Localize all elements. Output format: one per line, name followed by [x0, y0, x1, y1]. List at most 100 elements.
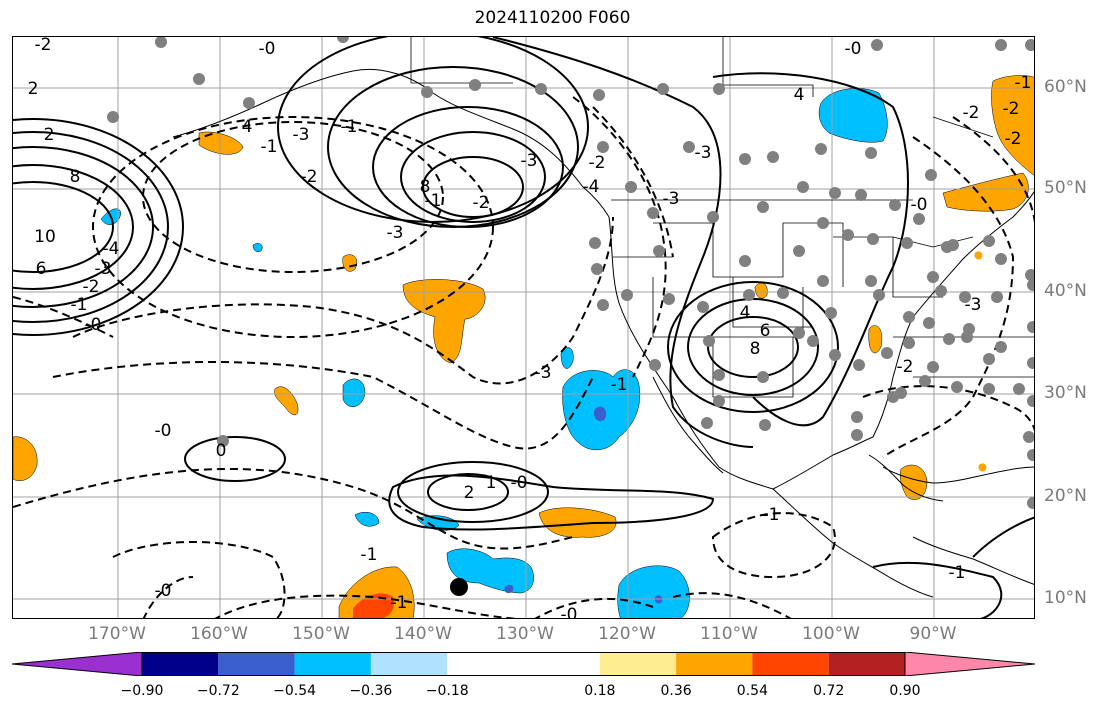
contour-label: -3	[521, 151, 538, 171]
blue-small-2	[560, 347, 574, 369]
blue-blob-south-2	[446, 548, 534, 594]
colorbar-segment	[142, 652, 219, 676]
colorbar-segment	[370, 652, 448, 676]
contour-label: 1	[486, 473, 497, 493]
contour-label: 8	[750, 339, 761, 359]
colorbar-extend-left	[12, 652, 143, 676]
colorbar-tick-label: 0.72	[813, 683, 845, 699]
lon-label-110w: 110°W	[700, 624, 758, 644]
contour-label: -4	[583, 177, 600, 197]
contour-label: -2	[897, 357, 914, 377]
orange-blob-left	[13, 436, 38, 481]
contour-label: -2	[1005, 129, 1022, 149]
contour-label: -2	[589, 153, 606, 173]
contour-label: -1	[71, 295, 88, 315]
orange-small-5	[974, 251, 983, 260]
colorbar-tick-label: −0.18	[425, 683, 469, 699]
contour-label: -2	[1003, 99, 1020, 119]
red-blob-sw	[353, 593, 394, 618]
orange-blob-ne	[991, 75, 1034, 176]
contour-label: 0	[216, 441, 227, 461]
dashed-contours	[13, 96, 1034, 618]
contour-label: -3	[965, 295, 982, 315]
colorbar-tick-label: 0.54	[736, 683, 768, 699]
colorbar-tick-label: 0.90	[889, 683, 921, 699]
contour-label: -1	[361, 545, 378, 565]
blue-small-1	[342, 378, 366, 407]
lon-label-150w: 150°W	[292, 624, 350, 644]
colorbar-tick-label: 0.18	[584, 683, 616, 699]
lon-label-90w: 90°W	[909, 624, 957, 644]
contour-label: -3	[663, 189, 680, 209]
lon-label-160w: 160°W	[190, 624, 248, 644]
contour-label: -4	[103, 239, 120, 259]
contour-label: 2	[44, 125, 55, 145]
shaded-anomalies	[13, 75, 1034, 618]
solid-contours	[13, 37, 1034, 618]
colorbar-tick-label: 0.36	[660, 683, 692, 699]
colorbar-tick-label: −0.90	[120, 683, 164, 699]
colorbar-segment	[294, 652, 371, 676]
blue-small-5	[252, 243, 263, 252]
blue-small-3	[354, 512, 380, 527]
contour-label: -2	[83, 277, 100, 297]
contour-label: -0	[511, 473, 528, 493]
blue-blob-south-3	[617, 565, 690, 618]
lon-label-130w: 130°W	[496, 624, 554, 644]
contour-label: -1	[763, 505, 780, 525]
station-markers	[107, 37, 1034, 509]
lat-label-30: 30°N	[1044, 383, 1087, 403]
orange-blob-ne-2	[942, 172, 1029, 212]
contour-label: 4	[740, 303, 751, 323]
lat-label-60: 60°N	[1044, 77, 1087, 97]
contour-label: -1	[1015, 73, 1032, 93]
orange-small-2	[274, 386, 299, 415]
contour-label: 10	[34, 227, 56, 247]
contour-label: -2	[301, 167, 318, 187]
contour-label: -0	[845, 39, 862, 59]
contour-label: -1	[391, 593, 408, 613]
contour-label: -0	[259, 39, 276, 59]
colorbar-segment	[828, 652, 905, 676]
contour-label: 2	[28, 79, 39, 99]
contour-label: 8	[420, 177, 431, 197]
contour-label: -2	[35, 37, 52, 55]
map-panel: -0 -2 2 2 8 10 6 -4 -3 -2 -1 -0 -1 4 -3 -1 -2 -3 -2 -1 8 -3 -2…	[12, 36, 1035, 619]
lon-label-140w: 140°W	[394, 624, 452, 644]
contour-label: -0	[911, 195, 928, 215]
contour-label: 2	[464, 483, 475, 503]
graticule	[13, 37, 1034, 618]
lat-label-40: 40°N	[1044, 281, 1087, 301]
contour-label: 4	[794, 85, 805, 105]
orange-small-6	[978, 463, 987, 472]
lon-label-120w: 120°W	[598, 624, 656, 644]
map-title: 2024110200 F060	[474, 8, 631, 28]
lat-label-10: 10°N	[1044, 588, 1087, 608]
contour-label: -3	[387, 223, 404, 243]
orange-blob-caribbean	[900, 464, 928, 500]
contour-label: -3	[695, 143, 712, 163]
contour-label: -2	[473, 193, 490, 213]
contour-label: -2	[963, 103, 980, 123]
contour-label: -1	[341, 117, 358, 137]
contour-label: 6	[760, 321, 771, 341]
colorbar-segment	[676, 652, 753, 676]
contour-label: 8	[70, 167, 81, 187]
contour-label: -1	[261, 137, 278, 157]
orange-blob-center	[402, 279, 486, 364]
lat-label-50: 50°N	[1044, 178, 1087, 198]
contour-label: -3	[535, 363, 552, 383]
colorbar-segment	[447, 652, 600, 676]
colorbar	[12, 652, 1035, 676]
colorbar-tick-label: −0.72	[196, 683, 240, 699]
contour-label: -0	[85, 315, 102, 335]
contour-label: -1	[949, 563, 966, 583]
lat-label-20: 20°N	[1044, 486, 1087, 506]
colorbar-segment	[218, 652, 295, 676]
contour-label: -0	[155, 581, 172, 601]
contour-label: 6	[36, 259, 47, 279]
contour-label: -0	[155, 421, 172, 441]
colorbar-segment	[752, 652, 829, 676]
colorbar-tick-label: −0.54	[273, 683, 317, 699]
